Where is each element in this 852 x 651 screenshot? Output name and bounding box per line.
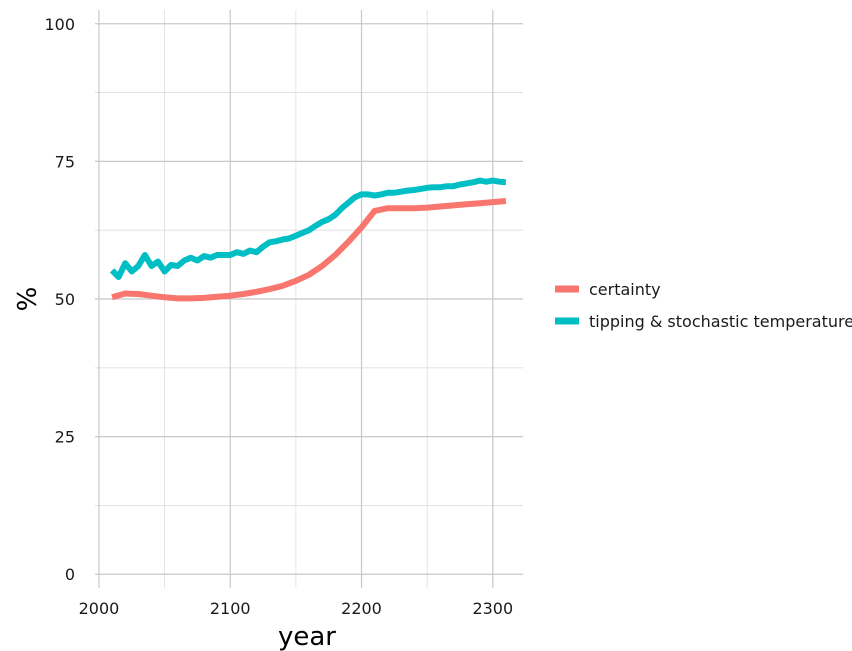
x-tick-label: 2100: [210, 599, 251, 618]
y-axis-title: %: [13, 287, 43, 312]
x-axis-title: year: [278, 622, 336, 651]
x-tick-label: 2200: [341, 599, 382, 618]
y-tick-label: 50: [55, 290, 75, 309]
legend-label-1: tipping & stochastic temperature: [589, 312, 852, 331]
y-tick-label: 0: [65, 565, 75, 584]
x-tick-label: 2000: [79, 599, 120, 618]
legend: certainty tipping & stochastic temperatur…: [555, 280, 852, 331]
y-tick-label: 100: [44, 15, 75, 34]
tick-labels: 2000 2100 2200 2300 0 25 50 75 100: [44, 15, 513, 618]
series-layer: [109, 177, 507, 302]
y-tick-label: 75: [55, 152, 75, 171]
series-line-1: [109, 177, 507, 280]
legend-label-0: certainty: [589, 280, 661, 299]
x-tick-label: 2300: [472, 599, 513, 618]
series-line-0: [111, 198, 507, 302]
y-tick-label: 25: [55, 428, 75, 447]
